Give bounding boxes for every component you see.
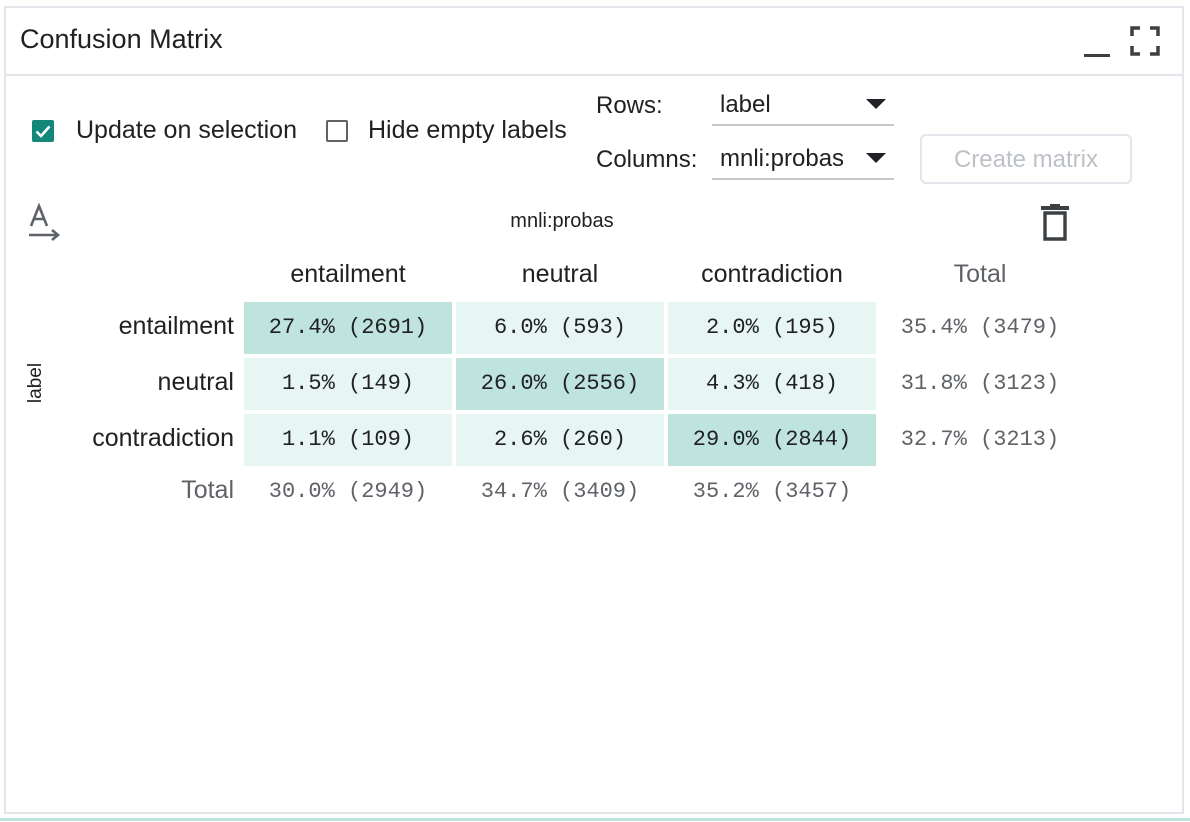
dropdown-arrow-icon xyxy=(866,99,886,109)
matrix-cell[interactable]: 2.0% (195) xyxy=(668,302,876,354)
matrix-cell[interactable]: 27.4% (2691) xyxy=(244,302,452,354)
matrix-cell[interactable]: 4.3% (418) xyxy=(668,358,876,410)
minimize-icon[interactable] xyxy=(1084,54,1110,57)
row-total: 32.7% (3213) xyxy=(900,427,1060,452)
row-total: 31.8% (3123) xyxy=(900,371,1060,396)
columns-select-value: mnli:probas xyxy=(720,145,845,172)
columns-select[interactable]: mnli:probas xyxy=(712,140,894,180)
rows-select-value: label xyxy=(720,91,771,118)
row-header: contradiction xyxy=(92,424,234,452)
delete-icon[interactable] xyxy=(1040,204,1070,242)
column-header: contradiction xyxy=(701,260,843,288)
matrix-cell[interactable]: 1.5% (149) xyxy=(244,358,452,410)
matrix-cell[interactable]: 6.0% (593) xyxy=(456,302,664,354)
matrix-cell[interactable]: 1.1% (109) xyxy=(244,414,452,466)
update-on-selection-checkbox[interactable] xyxy=(32,120,54,142)
dropdown-arrow-icon xyxy=(866,153,886,163)
text-rotate-icon[interactable] xyxy=(26,202,64,242)
matrix-cell[interactable]: 29.0% (2844) xyxy=(668,414,876,466)
update-on-selection-label: Update on selection xyxy=(76,116,297,144)
column-total: 34.7% (3409) xyxy=(480,479,640,504)
matrix-cell[interactable]: 2.6% (260) xyxy=(456,414,664,466)
row-header: entailment xyxy=(118,312,234,340)
panel-title: Confusion Matrix xyxy=(20,24,223,54)
column-header: neutral xyxy=(521,260,599,288)
columns-label: Columns: xyxy=(596,146,698,173)
hide-empty-labels-checkbox[interactable] xyxy=(326,120,348,142)
column-total: 35.2% (3457) xyxy=(692,479,852,504)
hide-empty-labels-label: Hide empty labels xyxy=(368,116,567,144)
row-total: 35.4% (3479) xyxy=(900,315,1060,340)
row-header: neutral xyxy=(157,368,234,396)
rows-select[interactable]: label xyxy=(712,86,894,126)
create-matrix-button[interactable]: Create matrix xyxy=(920,134,1132,184)
fullscreen-icon[interactable] xyxy=(1130,26,1160,56)
column-total: 30.0% (2949) xyxy=(268,479,428,504)
column-header-total: Total xyxy=(953,260,1007,288)
row-header-total: Total xyxy=(181,476,234,504)
confusion-matrix-panel: Confusion Matrix Update on selection Hid… xyxy=(4,6,1184,814)
panel-header: Confusion Matrix xyxy=(6,8,1182,76)
column-header: entailment xyxy=(290,260,406,288)
matrix-cell[interactable]: 26.0% (2556) xyxy=(456,358,664,410)
checkmark-icon xyxy=(35,125,51,138)
rows-label: Rows: xyxy=(596,92,663,119)
column-axis-label: mnli:probas xyxy=(510,210,614,232)
bottom-border xyxy=(0,818,1190,821)
